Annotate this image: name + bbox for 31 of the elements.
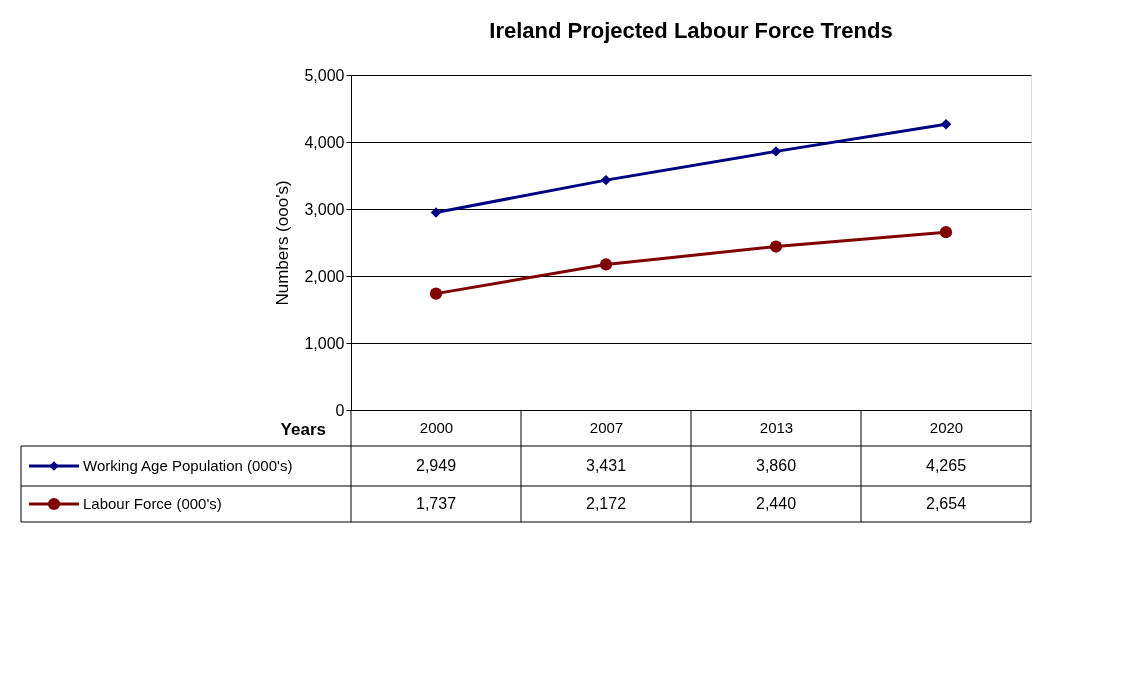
data-label: 1,737	[415, 495, 457, 512]
point	[769, 240, 783, 253]
chart-title: Ireland Projected Labour Force Trends	[489, 18, 893, 43]
x-tick-label: 2000	[419, 418, 454, 436]
y-tick-label: 1,000	[304, 334, 345, 352]
data-label: 4,265	[925, 457, 967, 474]
data-label: 3,431	[585, 457, 627, 474]
point	[770, 146, 782, 157]
x-tick-label: 2020	[929, 418, 964, 436]
legend-label: Labour Force (000's)	[83, 495, 222, 512]
point	[940, 119, 952, 130]
y-tick-label: 5,000	[304, 66, 345, 84]
point	[429, 287, 443, 300]
data-label: 2,949	[415, 457, 457, 474]
data-label: 2,654	[925, 495, 967, 512]
point	[599, 258, 613, 271]
x-tick-label: 2013	[759, 418, 794, 436]
y-tick-label: 0	[335, 401, 345, 419]
point	[600, 174, 612, 186]
x-axis-title: Years	[280, 420, 326, 439]
x-tick-label: 2007	[589, 418, 624, 436]
y-tick-label: 2,000	[304, 267, 345, 285]
y-axis-title: Numbers (ooo's)	[273, 180, 293, 306]
data-label: 3,860	[755, 457, 797, 474]
data-label: 2,440	[755, 495, 797, 512]
point	[430, 207, 442, 218]
data-label: 2,172	[585, 495, 627, 512]
y-tick-label: 4,000	[304, 133, 345, 151]
legend-label: Working Age Population (000's)	[83, 457, 293, 474]
point	[939, 226, 953, 239]
y-tick-label: 3,000	[304, 200, 345, 218]
